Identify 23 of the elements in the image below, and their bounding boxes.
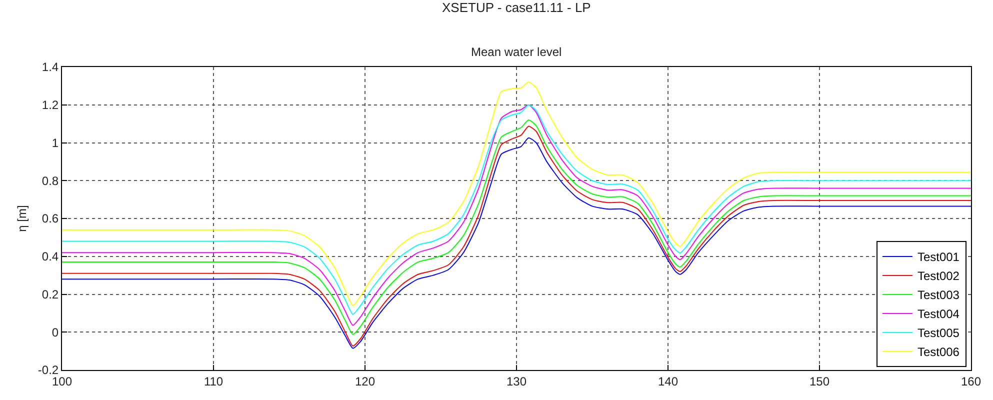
x-tick-label: 110 bbox=[204, 374, 224, 388]
y-axis-title: η [m] bbox=[15, 205, 30, 232]
legend-label: Test001 bbox=[917, 250, 960, 264]
x-tick-label: 130 bbox=[506, 374, 527, 388]
x-tick-label: 160 bbox=[960, 374, 982, 388]
chart-title: XSETUP - case11.11 - LP bbox=[442, 0, 591, 15]
legend-label: Test002 bbox=[917, 269, 960, 284]
y-tick-label: 0.4 bbox=[42, 250, 59, 264]
y-tick-label: 0.8 bbox=[42, 174, 59, 188]
x-tick-label: 150 bbox=[809, 374, 830, 388]
legend-label: Test004 bbox=[917, 307, 960, 322]
y-tick-label: 1.2 bbox=[42, 98, 59, 112]
y-tick-label: 1 bbox=[52, 136, 59, 150]
legend-label: Test005 bbox=[917, 326, 960, 340]
legend-label: Test006 bbox=[917, 345, 960, 360]
y-tick-label: 0.6 bbox=[42, 212, 59, 226]
y-tick-label: 0.2 bbox=[42, 287, 59, 302]
y-tick-label: 1.4 bbox=[42, 60, 59, 74]
chart-subtitle: Mean water level bbox=[471, 45, 562, 59]
x-tick-label: 120 bbox=[354, 374, 376, 388]
x-tick-label: 140 bbox=[658, 374, 678, 388]
y-tick-label: 0 bbox=[52, 325, 59, 340]
legend-label: Test003 bbox=[917, 288, 960, 302]
